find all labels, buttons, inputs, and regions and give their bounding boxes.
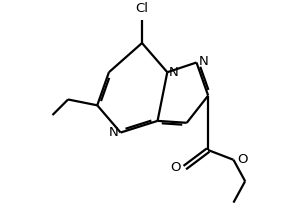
Text: O: O — [237, 153, 248, 166]
Text: N: N — [109, 126, 119, 139]
Text: N: N — [169, 66, 179, 79]
Text: O: O — [170, 161, 181, 174]
Text: Cl: Cl — [135, 2, 149, 15]
Text: N: N — [199, 55, 208, 68]
